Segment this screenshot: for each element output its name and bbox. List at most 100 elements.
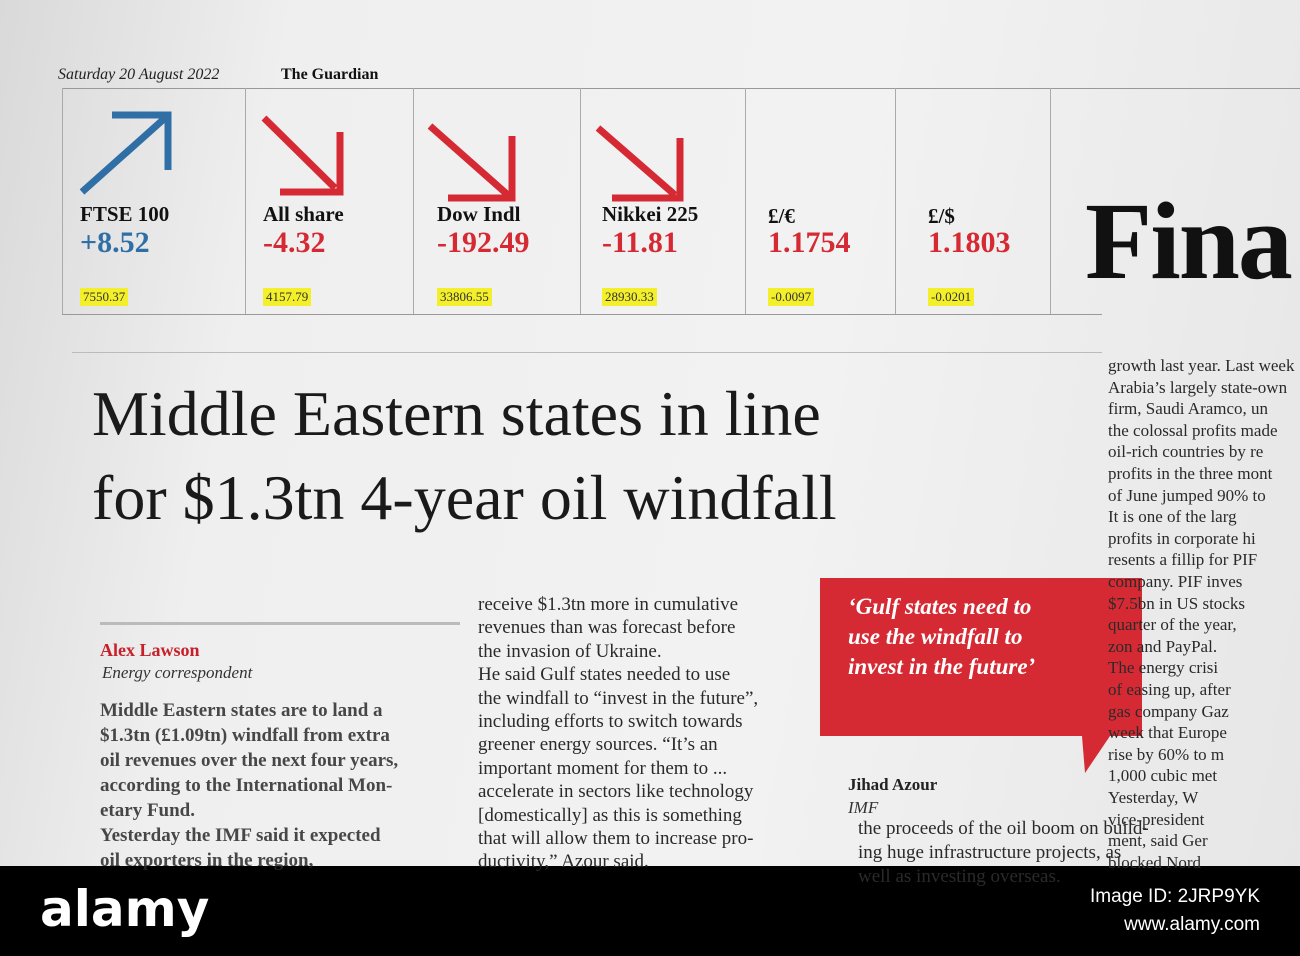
- market-change: 1.1803: [928, 226, 1011, 259]
- body-line: that will allow them to increase pro-: [478, 828, 754, 849]
- body-line: profits in the three mont: [1108, 464, 1273, 483]
- body-line: zon and PayPal.: [1108, 636, 1218, 656]
- body-line: [domestically] as this is something: [478, 804, 742, 826]
- body-line: quarter of the year,: [1108, 615, 1237, 635]
- divider: [413, 88, 414, 314]
- rule: [62, 314, 1102, 315]
- up-arrow: [79, 111, 172, 195]
- body-line: ment, said Ger: [1108, 831, 1208, 851]
- market-name: Nikkei 225: [602, 202, 699, 226]
- body-line: gas company Gaz: [1108, 701, 1229, 721]
- body-line: the proceeds of the oil boom on build-: [858, 818, 1149, 839]
- body-line: the colossal profits made: [1108, 420, 1278, 440]
- body-line: receive $1.3tn more in cumulative: [478, 594, 739, 615]
- market-level: 4157.79: [263, 288, 312, 306]
- divider: [245, 88, 246, 314]
- market-name: £/€: [768, 204, 795, 228]
- body-line: of easing up, after: [1108, 680, 1231, 699]
- image-id: Image ID: 2JRP9YK: [1089, 886, 1260, 907]
- market-name: FTSE 100: [80, 202, 170, 226]
- body-line: according to the International Mon-: [100, 775, 393, 796]
- body-line: company. PIF inves: [1108, 572, 1243, 591]
- pullquote-line: invest in the future’: [848, 654, 1036, 679]
- quote-org: IMF: [848, 798, 879, 817]
- body-line: accelerate in sectors like technology: [478, 781, 754, 803]
- quote-name: Jihad Azour: [848, 775, 938, 794]
- body-line: resents a fillip for PIF: [1108, 550, 1258, 570]
- body-line: greener energy sources. “It’s an: [478, 734, 718, 756]
- body-line: the invasion of Ukraine.: [478, 640, 662, 662]
- down-arrow: [595, 125, 684, 202]
- body-line: rise by 60% to m: [1108, 744, 1225, 764]
- market-level: -0.0201: [928, 288, 975, 306]
- market-level: 33806.55: [437, 288, 492, 306]
- market-level: -0.0097: [768, 288, 815, 306]
- watermark-bar: alamy Image ID: 2JRP9YK www.alamy.com: [0, 866, 1300, 956]
- body-line: including efforts to switch towards: [478, 711, 743, 732]
- market-name: All share: [263, 202, 344, 226]
- body-line: Yesterday the IMF said it expected: [100, 825, 381, 846]
- market-change: -11.81: [602, 226, 678, 259]
- market-name: Dow Indl: [437, 202, 521, 226]
- pullquote-line: ‘Gulf states need to: [848, 594, 1032, 619]
- body-line: $7.5bn in US stocks: [1108, 593, 1245, 613]
- arrows: [79, 111, 684, 202]
- market-name: £/$: [928, 204, 955, 228]
- body-line: profits in corporate hi: [1108, 528, 1256, 548]
- pullquote: ‘Gulf states need to use the windfall to…: [848, 592, 1035, 682]
- market-change: 1.1754: [768, 226, 851, 259]
- divider: [1050, 88, 1051, 314]
- body-line: well as investing overseas.: [858, 866, 1061, 887]
- byline-name: Alex Lawson: [100, 640, 200, 660]
- body-line: of June jumped 90% to: [1108, 485, 1266, 505]
- body-line: vice-president: [1108, 809, 1205, 829]
- body-line: important moment for them to ...: [478, 757, 728, 779]
- paper-name: The Guardian: [281, 66, 379, 83]
- pullquote-box: [820, 578, 1142, 773]
- divider: [62, 88, 63, 314]
- body-line: 1,000 cubic met: [1108, 766, 1218, 786]
- watermark-logo: alamy: [40, 880, 210, 938]
- divider: [745, 88, 746, 314]
- body-line: revenues than was forecast before: [478, 617, 736, 639]
- body-line: the windfall to “invest in the future”,: [478, 687, 759, 709]
- divider: [580, 88, 581, 314]
- headline-line: Middle Eastern states in line: [92, 378, 821, 449]
- body-line: growth last year. Last week: [1108, 356, 1295, 375]
- body-line: etary Fund.: [100, 800, 195, 821]
- headline: Middle Eastern states in line for $1.3tn…: [92, 372, 837, 540]
- headline-line: for $1.3tn 4-year oil windfall: [92, 462, 837, 533]
- rule: [72, 352, 1102, 353]
- rule: [100, 622, 460, 625]
- body-line: ing huge infrastructure projects, as: [858, 842, 1122, 863]
- body-line: The energy crisi: [1108, 658, 1219, 678]
- body-line: Middle Eastern states are to land a: [100, 700, 383, 721]
- body-line: oil exporters in the region,: [100, 850, 314, 871]
- body-line: oil revenues over the next four years,: [100, 750, 399, 771]
- body-line: Arabia’s largely state-own: [1108, 377, 1288, 397]
- pullquote-line: use the windfall to: [848, 624, 1023, 649]
- body-line: It is one of the larg: [1108, 507, 1237, 527]
- rule: [62, 88, 1300, 89]
- down-arrow: [427, 123, 516, 202]
- market-level: 28930.33: [602, 288, 657, 306]
- section-title: Fina: [1085, 180, 1293, 302]
- down-arrow: [261, 115, 344, 196]
- market-change: -4.32: [263, 226, 326, 259]
- market-level: 7550.37: [80, 288, 129, 306]
- date: Saturday 20 August 2022: [58, 66, 220, 83]
- market-change: -192.49: [437, 226, 530, 259]
- body-line: Yesterday, W: [1108, 788, 1199, 807]
- body-line: ductivity,” Azour said.: [478, 851, 649, 873]
- byline-role: Energy correspondent: [102, 663, 253, 682]
- body-line: $1.3tn (£1.09tn) windfall from extra: [100, 725, 390, 746]
- market-change: +8.52: [80, 226, 150, 259]
- body-line: oil-rich countries by re: [1108, 442, 1264, 462]
- body-line: week that Europe: [1108, 723, 1227, 743]
- body-line: blocked Nord: [1108, 852, 1202, 872]
- body-line: He said Gulf states needed to use: [478, 664, 731, 686]
- divider: [895, 88, 896, 314]
- watermark-url: www.alamy.com: [1124, 914, 1260, 935]
- body-line: firm, Saudi Aramco, un: [1108, 399, 1269, 419]
